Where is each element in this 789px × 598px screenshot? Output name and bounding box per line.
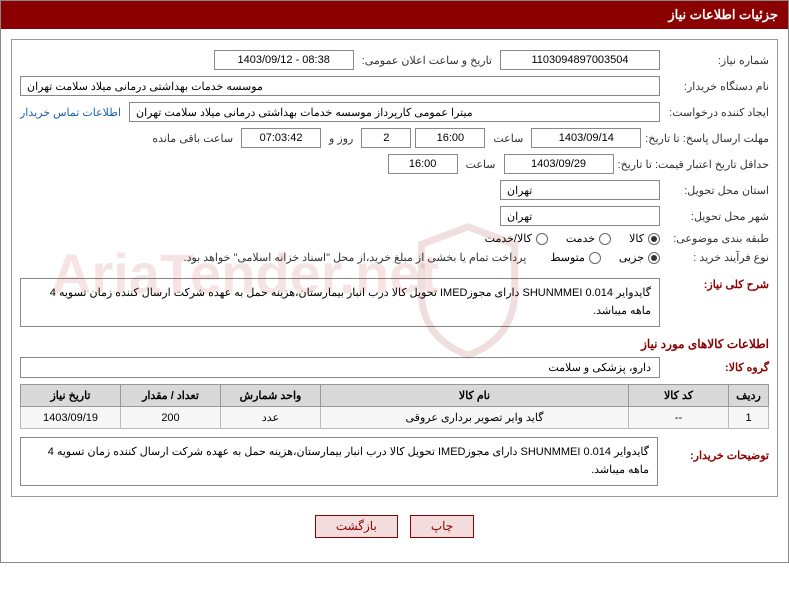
- announce-label: تاریخ و ساعت اعلان عمومی:: [358, 54, 496, 67]
- province-value: تهران: [500, 180, 660, 200]
- row-city: شهر محل تحویل: تهران: [20, 206, 769, 226]
- radio-medium-indicator: [589, 252, 601, 264]
- deadline-label: مهلت ارسال پاسخ: تا تاریخ:: [645, 132, 769, 145]
- days-and-word: روز و: [325, 132, 357, 145]
- row-validity: حداقل تاریخ اعتبار قیمت: تا تاریخ: 1403/…: [20, 154, 769, 174]
- th-date: تاریخ نیاز: [21, 385, 121, 407]
- validity-date: 1403/09/29: [504, 154, 614, 174]
- need-number-label: شماره نیاز:: [664, 54, 769, 67]
- buyer-note-label: توضیحات خریدار:: [664, 437, 769, 462]
- need-details-panel: جزئیات اطلاعات نیاز AriaTender.net شماره…: [0, 0, 789, 563]
- deadline-time: 16:00: [415, 128, 485, 148]
- deadline-time-word: ساعت: [489, 132, 527, 145]
- cell-name: گاید وایر تصویر برداری عروقی: [321, 407, 629, 429]
- radio-both-indicator: [536, 233, 548, 245]
- overview-text: گایدوایر SHUNMMEI 0.014 دارای مجوزIMED ت…: [20, 278, 660, 327]
- row-category: طبقه بندی موضوعی: کالا خدمت کالا/خدمت: [20, 232, 769, 245]
- need-number-value: 1103094897003504: [500, 50, 660, 70]
- radio-service-label: خدمت: [566, 232, 595, 245]
- radio-both[interactable]: کالا/خدمت: [485, 232, 548, 245]
- remaining-suffix: ساعت باقی مانده: [148, 132, 237, 145]
- print-button[interactable]: چاپ: [410, 515, 474, 538]
- row-buyer-note: توضیحات خریدار: گایدوایر SHUNMMEI 0.014 …: [20, 437, 769, 486]
- group-value: دارو، پزشکی و سلامت: [20, 357, 660, 378]
- row-purchase-type: نوع فرآیند خرید : جزیی متوسط پرداخت تمام…: [20, 251, 769, 264]
- table-header-row: ردیف کد کالا نام کالا واحد شمارش تعداد /…: [21, 385, 769, 407]
- back-button[interactable]: بازگشت: [315, 515, 398, 538]
- th-code: کد کالا: [629, 385, 729, 407]
- th-unit: واحد شمارش: [221, 385, 321, 407]
- purchase-type-label: نوع فرآیند خرید :: [664, 251, 769, 264]
- requester-value: میترا عمومی کارپرداز موسسه خدمات بهداشتی…: [129, 102, 660, 122]
- radio-medium-label: متوسط: [550, 251, 585, 264]
- cell-row: 1: [729, 407, 769, 429]
- radio-service[interactable]: خدمت: [566, 232, 611, 245]
- footer-buttons: چاپ بازگشت: [11, 505, 778, 552]
- main-fieldset: شماره نیاز: 1103094897003504 تاریخ و ساع…: [11, 39, 778, 497]
- radio-medium[interactable]: متوسط: [550, 251, 601, 264]
- category-label: طبقه بندی موضوعی:: [664, 232, 769, 245]
- remaining-time: 07:03:42: [241, 128, 321, 148]
- buyer-note-text: گایدوایر SHUNMMEI 0.014 دارای مجوزIMED ت…: [20, 437, 658, 486]
- validity-time: 16:00: [388, 154, 458, 174]
- radio-small[interactable]: جزیی: [619, 251, 660, 264]
- radio-goods-label: کالا: [629, 232, 644, 245]
- radio-small-indicator: [648, 252, 660, 264]
- deadline-date: 1403/09/14: [531, 128, 641, 148]
- row-deadline: مهلت ارسال پاسخ: تا تاریخ: 1403/09/14 سا…: [20, 128, 769, 148]
- city-label: شهر محل تحویل:: [664, 210, 769, 223]
- table-row: 1 -- گاید وایر تصویر برداری عروقی عدد 20…: [21, 407, 769, 429]
- radio-service-indicator: [599, 233, 611, 245]
- row-overview: شرح کلی نیاز: گایدوایر SHUNMMEI 0.014 دا…: [20, 278, 769, 327]
- category-radio-group: کالا خدمت کالا/خدمت: [485, 232, 660, 245]
- radio-small-label: جزیی: [619, 251, 644, 264]
- remaining-days: 2: [361, 128, 411, 148]
- panel-content: شماره نیاز: 1103094897003504 تاریخ و ساع…: [1, 29, 788, 562]
- overview-label: شرح کلی نیاز:: [664, 278, 769, 291]
- announce-datetime: 1403/09/12 - 08:38: [214, 50, 354, 70]
- cell-date: 1403/09/19: [21, 407, 121, 429]
- th-qty: تعداد / مقدار: [121, 385, 221, 407]
- requester-label: ایجاد کننده درخواست:: [664, 106, 769, 119]
- items-table: ردیف کد کالا نام کالا واحد شمارش تعداد /…: [20, 384, 769, 429]
- payment-note: پرداخت تمام یا بخشی از مبلغ خرید،از محل …: [184, 251, 527, 264]
- city-value: تهران: [500, 206, 660, 226]
- row-buyer-org: نام دستگاه خریدار: موسسه خدمات بهداشتی د…: [20, 76, 769, 96]
- purchase-type-radio-group: جزیی متوسط: [550, 251, 660, 264]
- province-label: استان محل تحویل:: [664, 184, 769, 197]
- cell-qty: 200: [121, 407, 221, 429]
- radio-goods[interactable]: کالا: [629, 232, 660, 245]
- buyer-org-value: موسسه خدمات بهداشتی درمانی میلاد سلامت ت…: [20, 76, 660, 96]
- buyer-org-label: نام دستگاه خریدار:: [664, 80, 769, 93]
- validity-label: حداقل تاریخ اعتبار قیمت: تا تاریخ:: [618, 158, 769, 171]
- group-label: گروه کالا:: [664, 361, 769, 374]
- radio-goods-indicator: [648, 233, 660, 245]
- cell-code: --: [629, 407, 729, 429]
- row-requester: ایجاد کننده درخواست: میترا عمومی کارپردا…: [20, 102, 769, 122]
- items-section-title: اطلاعات کالاهای مورد نیاز: [20, 337, 769, 351]
- buyer-contact-link[interactable]: اطلاعات تماس خریدار: [20, 106, 125, 119]
- radio-both-label: کالا/خدمت: [485, 232, 532, 245]
- cell-unit: عدد: [221, 407, 321, 429]
- validity-time-word: ساعت: [462, 158, 500, 171]
- th-name: نام کالا: [321, 385, 629, 407]
- row-group: گروه کالا: دارو، پزشکی و سلامت: [20, 357, 769, 378]
- row-province: استان محل تحویل: تهران: [20, 180, 769, 200]
- row-need-number: شماره نیاز: 1103094897003504 تاریخ و ساع…: [20, 50, 769, 70]
- th-row: ردیف: [729, 385, 769, 407]
- panel-title: جزئیات اطلاعات نیاز: [1, 1, 788, 29]
